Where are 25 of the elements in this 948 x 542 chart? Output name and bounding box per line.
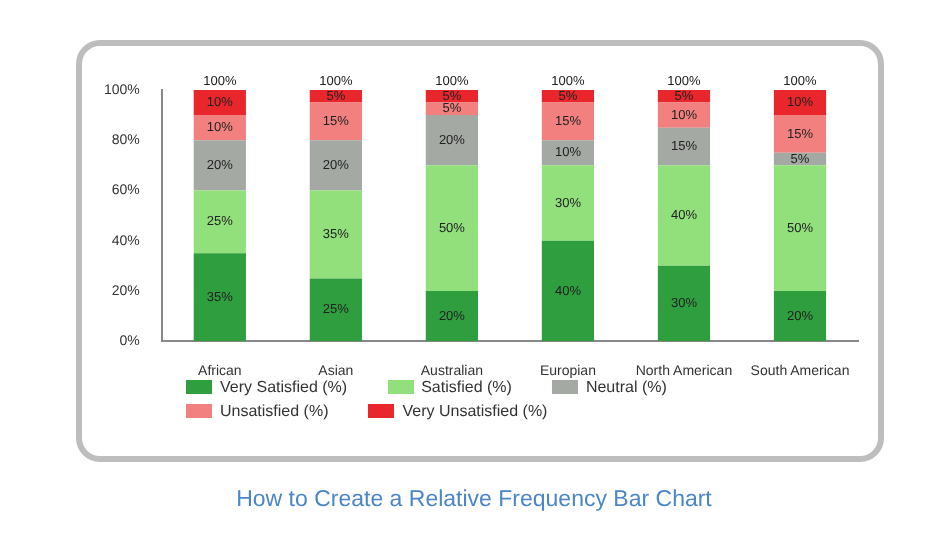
bar xyxy=(773,290,827,342)
legend-label: Neutral (%) xyxy=(585,378,667,396)
bar xyxy=(309,140,362,191)
legend-label: Unsatisfied (%) xyxy=(220,402,329,420)
bar xyxy=(541,102,595,141)
bar xyxy=(193,140,246,191)
bar xyxy=(657,265,711,342)
bar xyxy=(193,190,246,254)
legend-label: Satisfied (%) xyxy=(421,378,512,396)
bar xyxy=(425,165,478,291)
bar xyxy=(309,190,362,279)
bar xyxy=(773,165,827,291)
bar xyxy=(193,253,246,342)
bar xyxy=(773,115,827,153)
bar xyxy=(309,102,362,141)
bar xyxy=(309,278,362,342)
bar xyxy=(541,165,595,241)
bar xyxy=(541,240,595,342)
bar xyxy=(425,115,478,166)
legend-label: Very Satisfied (%) xyxy=(220,378,348,396)
legend-label: Very Unsatisfied (%) xyxy=(402,402,548,420)
text: How to Create a Relative Frequency Bar Chart xyxy=(234,488,714,512)
bar xyxy=(657,165,711,266)
bar xyxy=(657,127,711,166)
bar xyxy=(425,290,478,342)
